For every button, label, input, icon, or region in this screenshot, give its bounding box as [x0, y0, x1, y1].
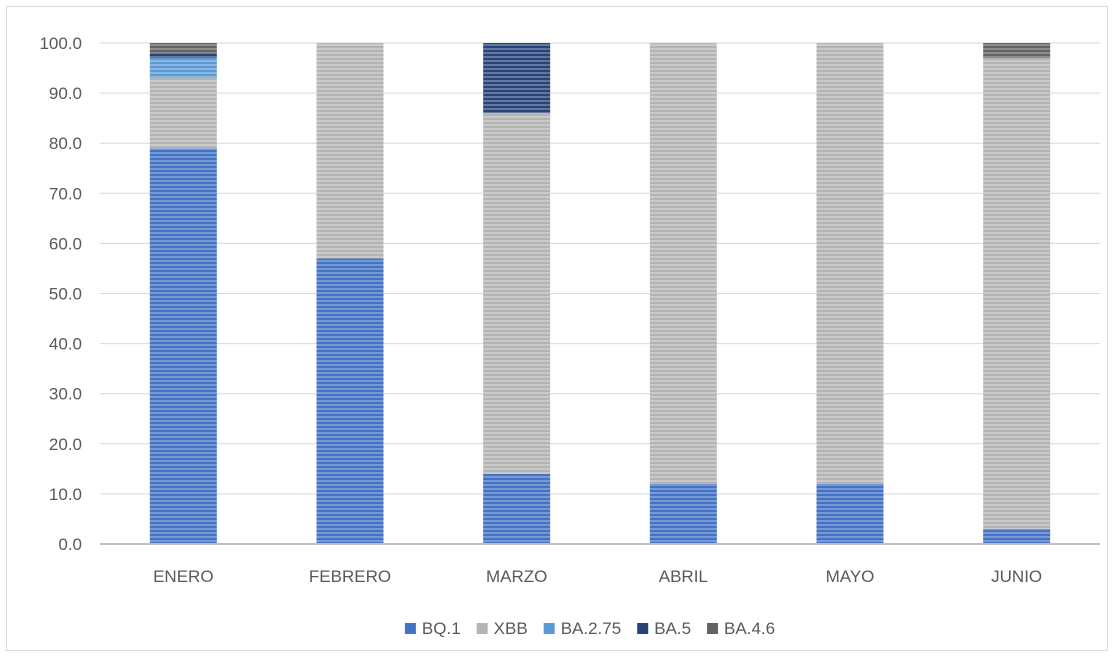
legend-label: BA.2.75 — [561, 619, 622, 638]
y-tick-label: 80.0 — [49, 134, 82, 153]
y-tick-label: 90.0 — [49, 84, 82, 103]
bar-segment-texture — [816, 43, 884, 484]
x-tick-label: ENERO — [153, 567, 213, 586]
x-tick-label: ABRIL — [659, 567, 708, 586]
legend-label: BA.5 — [654, 619, 691, 638]
legend-swatch — [707, 623, 719, 634]
bar-segment-texture — [983, 528, 1051, 544]
y-tick-label: 100.0 — [39, 34, 82, 53]
y-tick-label: 10.0 — [49, 485, 82, 504]
y-tick-label: 20.0 — [49, 435, 82, 454]
x-tick-label: JUNIO — [991, 567, 1042, 586]
bar-segment-texture — [149, 58, 217, 79]
y-tick-label: 60.0 — [49, 234, 82, 253]
bar-segment-texture — [983, 43, 1051, 59]
x-tick-label: MAYO — [826, 567, 875, 586]
gridlines — [100, 42, 1100, 495]
x-tick-label: FEBRERO — [309, 567, 391, 586]
bar-segment-texture — [816, 483, 884, 544]
bar-segment-texture — [316, 258, 384, 544]
bar-segment-texture — [649, 483, 717, 544]
bar-segment-texture — [149, 53, 217, 59]
legend-swatch — [404, 623, 416, 634]
legend: BQ.1 XBB BA.2.75 BA.5 BA.4.6 — [404, 619, 775, 638]
y-tick-label: 50.0 — [49, 285, 82, 304]
bar-segment-texture — [649, 43, 717, 484]
legend-swatch — [637, 623, 649, 634]
y-tick-labels: 0.0 10.0 20.0 30.0 40.0 50.0 60.0 70.0 80.0 90.0 1… — [39, 34, 82, 554]
y-tick-label: 0.0 — [58, 535, 82, 554]
bar-segment-texture — [483, 473, 551, 544]
legend-label: BQ.1 — [422, 619, 461, 638]
bars — [149, 43, 1051, 544]
bar-segment-texture — [316, 43, 384, 259]
legend-swatch — [543, 623, 555, 634]
bar-segment-texture — [149, 78, 217, 149]
legend-label: BA.4.6 — [724, 619, 775, 638]
bar-segment-texture — [483, 113, 551, 474]
y-tick-label: 40.0 — [49, 335, 82, 354]
y-tick-label: 70.0 — [49, 184, 82, 203]
bar-segment-texture — [149, 148, 217, 544]
y-tick-label: 30.0 — [49, 385, 82, 404]
legend-swatch — [476, 623, 488, 634]
legend-label: XBB — [494, 619, 528, 638]
x-tick-labels: ENERO FEBRERO MARZO ABRIL MAYO JUNIO — [153, 567, 1042, 586]
bar-segment-texture — [983, 58, 1051, 529]
bar-segment-texture — [149, 43, 217, 54]
x-tick-label: MARZO — [486, 567, 547, 586]
bar-segment-texture — [483, 43, 551, 114]
